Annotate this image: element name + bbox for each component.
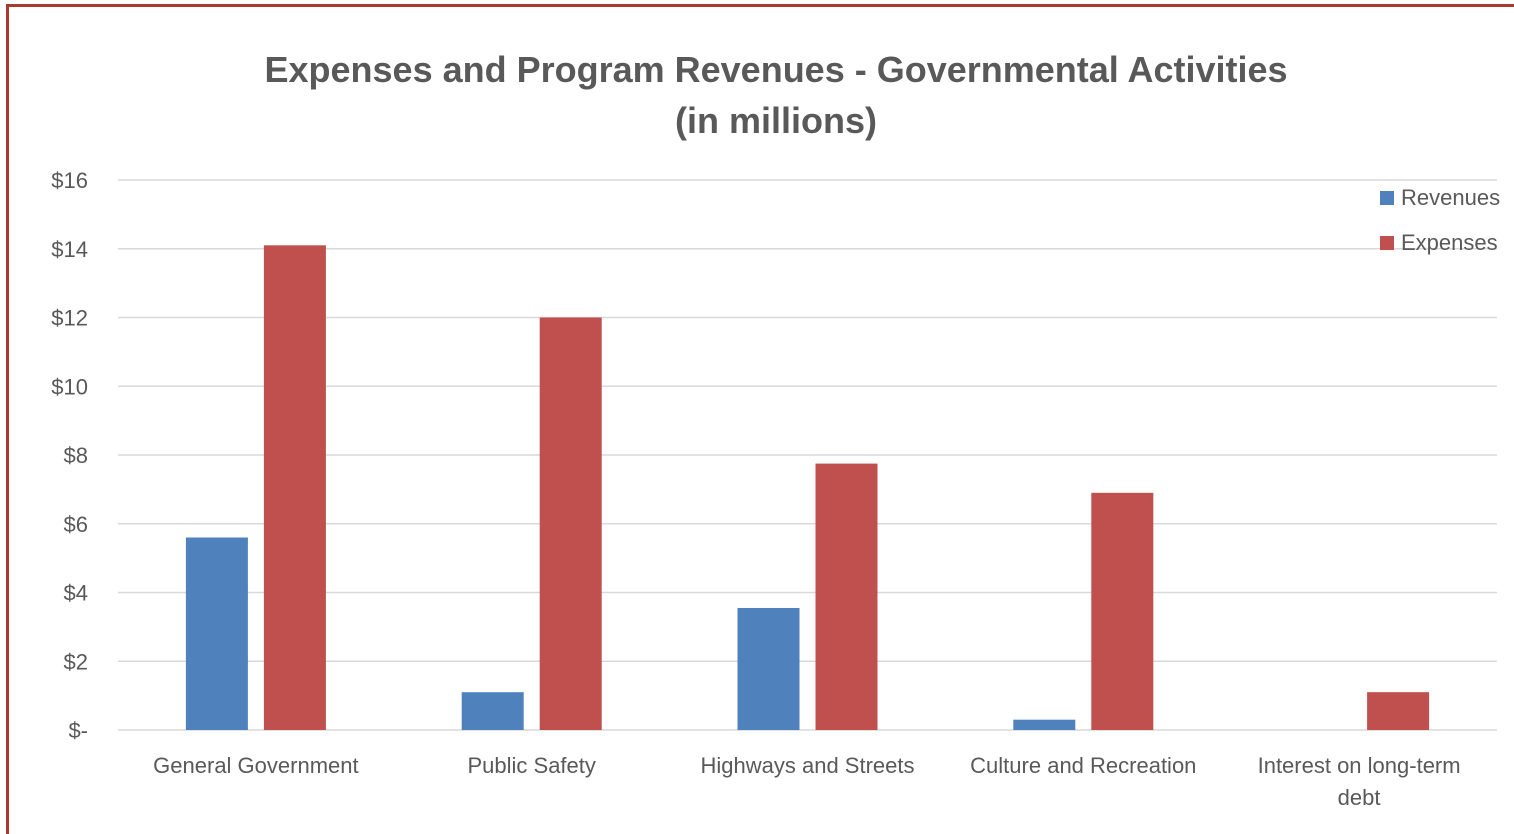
bars — [185, 245, 1430, 730]
y-tick-label: $2 — [64, 649, 88, 674]
bar-expenses — [815, 463, 878, 730]
y-tick-label: $8 — [64, 443, 88, 468]
chart-frame — [6, 4, 1514, 834]
x-tick-label: General Government — [153, 753, 358, 778]
x-tick-label: Interest on long-term — [1258, 753, 1461, 778]
bar-expenses — [539, 317, 602, 730]
legend: Revenues Expenses — [1380, 185, 1500, 255]
bar-revenues — [737, 607, 800, 730]
y-tick-label: $6 — [64, 512, 88, 537]
y-axis-ticks: $- $2 $4 $6 $8 $10 $12 $14 $16 — [51, 168, 88, 743]
x-tick-label: Culture and Recreation — [970, 753, 1196, 778]
x-tick-label: Public Safety — [467, 753, 595, 778]
bar-revenues — [1013, 719, 1076, 730]
y-tick-label: $10 — [51, 374, 88, 399]
legend-label: Expenses — [1401, 230, 1498, 255]
y-tick-label: $16 — [51, 168, 88, 193]
chart-title-line-1: Expenses and Program Revenues - Governme… — [264, 49, 1287, 90]
chart-title: Expenses and Program Revenues - Governme… — [264, 49, 1287, 141]
y-tick-label: $12 — [51, 306, 88, 331]
bar-revenues — [185, 537, 248, 730]
legend-swatch-expenses — [1380, 236, 1394, 250]
chart-title-line-2: (in millions) — [675, 100, 877, 141]
bar-expenses — [263, 245, 326, 730]
y-tick-label: $- — [68, 718, 88, 743]
legend-swatch-revenues — [1380, 191, 1394, 205]
y-tick-label: $14 — [51, 237, 88, 262]
x-tick-label: debt — [1338, 785, 1381, 810]
bar-revenues — [461, 692, 524, 730]
bar-expenses — [1367, 692, 1430, 730]
x-tick-label: Highways and Streets — [701, 753, 915, 778]
y-tick-label: $4 — [64, 581, 88, 606]
x-axis-labels: General Government Public Safety Highways … — [153, 753, 1460, 810]
legend-label: Revenues — [1401, 185, 1500, 210]
gridlines — [118, 179, 1497, 731]
bar-expenses — [1091, 492, 1154, 730]
